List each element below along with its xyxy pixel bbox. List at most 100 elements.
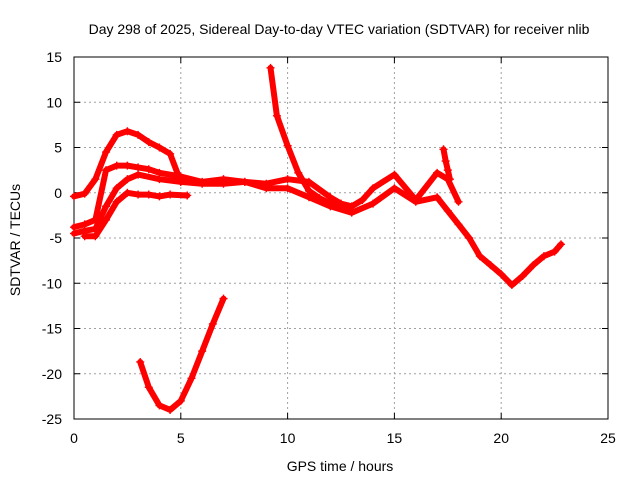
data-point-marker — [433, 168, 442, 177]
data-point-marker — [240, 177, 249, 186]
data-point-marker — [529, 261, 538, 270]
data-point-marker — [155, 401, 164, 410]
data-point-marker — [208, 319, 217, 328]
data-point-marker — [266, 63, 275, 72]
data-point-marker — [112, 184, 121, 193]
data-point-marker — [315, 194, 324, 203]
grid — [74, 57, 608, 419]
series-line — [81, 189, 191, 240]
y-tick-labels: 15 10 5 0 -5 -10 -15 -20 -25 — [42, 49, 62, 427]
data-point-marker — [183, 191, 192, 200]
y-tick-label: 5 — [54, 140, 62, 156]
x-tick-label: 5 — [177, 430, 185, 446]
data-point-marker — [80, 232, 89, 241]
x-tick-label: 25 — [600, 430, 616, 446]
x-tick-label: 15 — [387, 430, 403, 446]
data-point-marker — [123, 188, 132, 197]
data-point-marker — [176, 396, 185, 405]
data-point-marker — [144, 383, 153, 392]
data-point-marker — [369, 184, 378, 193]
data-point-marker — [369, 199, 378, 208]
series-track-7 — [439, 145, 454, 184]
data-point-marker — [283, 175, 292, 184]
data-point-marker — [70, 192, 78, 201]
data-point-marker — [433, 193, 442, 202]
data-point-marker — [441, 157, 450, 166]
data-point-marker — [390, 170, 399, 179]
data-point-marker — [326, 199, 335, 208]
data-point-marker — [155, 175, 164, 184]
x-axis-label: GPS time / hours — [287, 458, 394, 474]
x-tick-label: 0 — [70, 430, 78, 446]
data-point-marker — [70, 229, 78, 238]
data-point-marker — [136, 357, 145, 366]
data-point-marker — [358, 195, 367, 204]
data-point-marker — [134, 190, 143, 199]
y-tick-label: 10 — [46, 94, 62, 110]
chart-title: Day 298 of 2025, Sidereal Day-to-day VTE… — [89, 21, 590, 37]
data-point-marker — [272, 111, 281, 120]
data-point-marker — [123, 161, 132, 170]
y-tick-label: 0 — [54, 185, 62, 201]
x-tick-label: 10 — [280, 430, 296, 446]
data-point-marker — [198, 347, 207, 356]
data-point-marker — [283, 184, 292, 193]
y-tick-label: -20 — [42, 366, 62, 382]
data-point-marker — [445, 175, 454, 184]
data-point-marker — [443, 166, 452, 175]
data-point-marker — [454, 197, 463, 206]
data-point-marker — [102, 148, 111, 157]
data-point-marker — [550, 247, 559, 256]
data-point-marker — [144, 190, 153, 199]
data-point-marker — [439, 145, 448, 154]
data-point-marker — [557, 240, 566, 249]
data-point-marker — [283, 141, 292, 150]
data-point-marker — [443, 206, 452, 215]
data-point-marker — [102, 215, 111, 224]
data-point-marker — [112, 161, 121, 170]
data-point-marker — [390, 184, 399, 193]
data-point-marker — [486, 261, 495, 270]
data-point-marker — [219, 179, 228, 188]
series-line — [440, 146, 453, 183]
data-point-marker — [134, 130, 143, 139]
data-point-marker — [155, 143, 164, 152]
data-point-marker — [539, 252, 548, 261]
data-point-marker — [102, 202, 111, 211]
y-tick-label: 15 — [46, 49, 62, 65]
series-track-4 — [80, 188, 192, 241]
data-point-marker — [102, 166, 111, 175]
data-point-marker — [507, 281, 516, 290]
data-point-marker — [411, 197, 420, 206]
y-tick-label: -25 — [42, 411, 62, 427]
series-line — [137, 295, 227, 413]
data-point-marker — [166, 149, 175, 158]
data-point-marker — [112, 197, 121, 206]
data-point-marker — [219, 294, 228, 303]
data-point-marker — [91, 175, 100, 184]
data-point-marker — [144, 138, 153, 147]
data-series — [70, 63, 566, 414]
series-track-6 — [266, 63, 356, 215]
data-point-marker — [518, 272, 527, 281]
data-point-marker — [166, 405, 175, 414]
data-point-marker — [134, 163, 143, 172]
data-point-marker — [155, 192, 164, 201]
y-tick-label: -10 — [42, 275, 62, 291]
x-tick-labels: 0 5 10 15 20 25 — [70, 430, 616, 446]
y-tick-label: -15 — [42, 321, 62, 337]
x-tick-label: 20 — [493, 430, 509, 446]
data-point-marker — [294, 168, 303, 177]
data-point-marker — [166, 190, 175, 199]
data-point-marker — [123, 127, 132, 136]
y-axis-label: SDTVAR / TECUs — [7, 184, 23, 296]
data-point-marker — [337, 203, 345, 212]
data-point-marker — [198, 179, 207, 188]
series-track-5 — [136, 294, 228, 414]
data-point-marker — [262, 184, 271, 193]
data-point-marker — [347, 206, 356, 215]
data-point-marker — [134, 170, 143, 179]
axis-ticks — [73, 56, 609, 420]
data-point-marker — [454, 220, 463, 229]
